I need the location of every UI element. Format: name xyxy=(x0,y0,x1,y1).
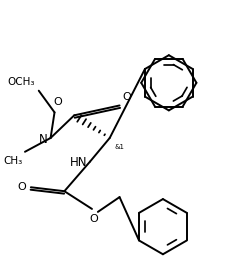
Text: O: O xyxy=(90,214,98,224)
Text: N: N xyxy=(39,133,48,147)
Text: HN: HN xyxy=(70,156,87,169)
Text: CH₃: CH₃ xyxy=(4,156,23,166)
Text: O: O xyxy=(17,182,26,192)
Text: O: O xyxy=(123,92,131,102)
Text: &1: &1 xyxy=(115,144,125,150)
Text: O: O xyxy=(53,98,62,107)
Text: OCH₃: OCH₃ xyxy=(7,77,35,87)
